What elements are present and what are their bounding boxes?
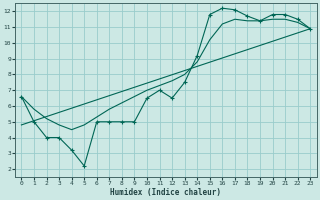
X-axis label: Humidex (Indice chaleur): Humidex (Indice chaleur): [110, 188, 221, 197]
